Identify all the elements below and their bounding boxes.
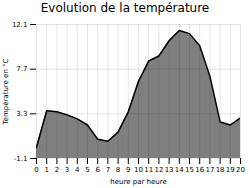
svg-text:heure par heure: heure par heure	[110, 178, 166, 186]
svg-text:19: 19	[226, 166, 235, 174]
svg-text:3: 3	[65, 166, 69, 174]
svg-text:4: 4	[75, 166, 80, 174]
svg-text:18: 18	[216, 166, 225, 174]
svg-text:17: 17	[205, 166, 214, 174]
svg-text:0: 0	[34, 166, 38, 174]
svg-text:11: 11	[144, 166, 153, 174]
svg-text:5: 5	[85, 166, 89, 174]
svg-text:1: 1	[44, 166, 48, 174]
svg-text:13: 13	[165, 166, 174, 174]
svg-text:Température en °C: Température en °C	[2, 58, 10, 125]
svg-text:16: 16	[195, 166, 204, 174]
svg-text:7.7: 7.7	[16, 65, 27, 73]
svg-text:10: 10	[134, 166, 143, 174]
svg-text:14: 14	[175, 166, 184, 174]
svg-text:9: 9	[126, 166, 130, 174]
svg-text:3.3: 3.3	[16, 110, 27, 118]
html-text:Evolution de la température: Evolution de la température	[40, 1, 210, 15]
svg-text:12.1: 12.1	[12, 21, 28, 29]
svg-text:2: 2	[55, 166, 59, 174]
svg-text:-1.1: -1.1	[14, 155, 28, 163]
svg-text:8: 8	[116, 166, 120, 174]
svg-text:15: 15	[185, 166, 194, 174]
svg-text:7: 7	[106, 166, 110, 174]
svg-text:20: 20	[236, 166, 245, 174]
svg-text:12: 12	[154, 166, 163, 174]
svg-text:6: 6	[95, 166, 100, 174]
